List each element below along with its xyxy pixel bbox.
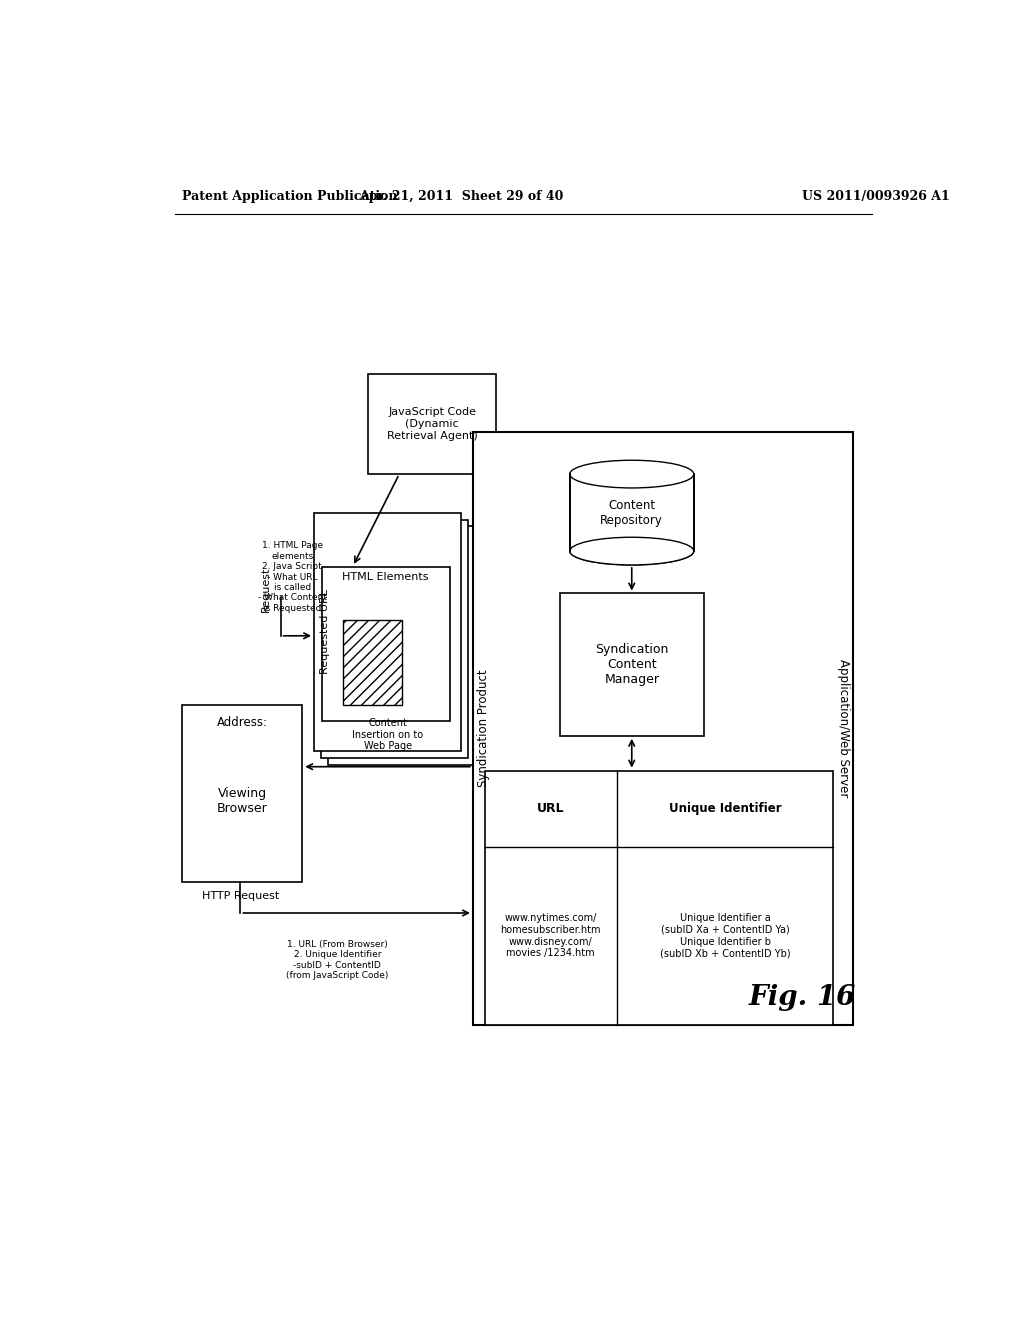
Text: www.nytimes.com/
homesubscriber.htm
www.disney.com/
movies /1234.htm: www.nytimes.com/ homesubscriber.htm www.… — [501, 913, 601, 958]
Bar — [328, 527, 475, 766]
Bar — [321, 520, 468, 758]
Text: URL: URL — [537, 803, 564, 816]
Bar — [322, 566, 450, 721]
Text: Address:: Address: — [217, 715, 268, 729]
Text: Requested URL: Requested URL — [319, 590, 330, 675]
Bar — [473, 432, 853, 1024]
Text: 1. URL (From Browser)
2. Unique Identifier
-subID + ContentID
(from JavaScript C: 1. URL (From Browser) 2. Unique Identifi… — [286, 940, 388, 981]
Text: US 2011/0093926 A1: US 2011/0093926 A1 — [802, 190, 950, 203]
Ellipse shape — [569, 537, 693, 565]
Ellipse shape — [569, 461, 693, 488]
Text: Application/Web Server: Application/Web Server — [837, 659, 850, 797]
Bar — [484, 771, 834, 1024]
Bar — [182, 705, 302, 882]
Bar — [343, 620, 401, 705]
Ellipse shape — [569, 537, 693, 565]
Text: 1. HTML Page
elements
2. Java Script
- What URL
is called
- What Content
is Requ: 1. HTML Page elements 2. Java Script - W… — [258, 541, 327, 612]
Bar — [369, 374, 496, 474]
Text: HTTP Request: HTTP Request — [202, 891, 279, 902]
Text: Content
Repository: Content Repository — [600, 499, 664, 527]
Text: Viewing
Browser: Viewing Browser — [217, 787, 267, 816]
Text: Unique Identifier a
(subID Xa + ContentID Ya)
Unique Identifier b
(subID Xb + Co: Unique Identifier a (subID Xa + ContentI… — [659, 913, 791, 958]
Text: JavaScript Code
(Dynamic
Retrieval Agent): JavaScript Code (Dynamic Retrieval Agent… — [387, 408, 477, 441]
Text: Patent Application Publication: Patent Application Publication — [182, 190, 397, 203]
Text: Apr. 21, 2011  Sheet 29 of 40: Apr. 21, 2011 Sheet 29 of 40 — [359, 190, 563, 203]
Text: Unique Identifier: Unique Identifier — [669, 803, 781, 816]
Text: Fig. 16: Fig. 16 — [749, 985, 856, 1011]
Text: Syndication
Content
Manager: Syndication Content Manager — [595, 643, 669, 686]
Bar — [569, 475, 693, 550]
Text: HTML Elements: HTML Elements — [342, 573, 429, 582]
Bar — [314, 512, 461, 751]
Bar — [569, 474, 693, 552]
Text: Content
Insertion on to
Web Page: Content Insertion on to Web Page — [352, 718, 423, 751]
Text: Request: Request — [261, 566, 271, 612]
Text: Syndication Product: Syndication Product — [477, 669, 490, 787]
Bar — [560, 594, 703, 737]
